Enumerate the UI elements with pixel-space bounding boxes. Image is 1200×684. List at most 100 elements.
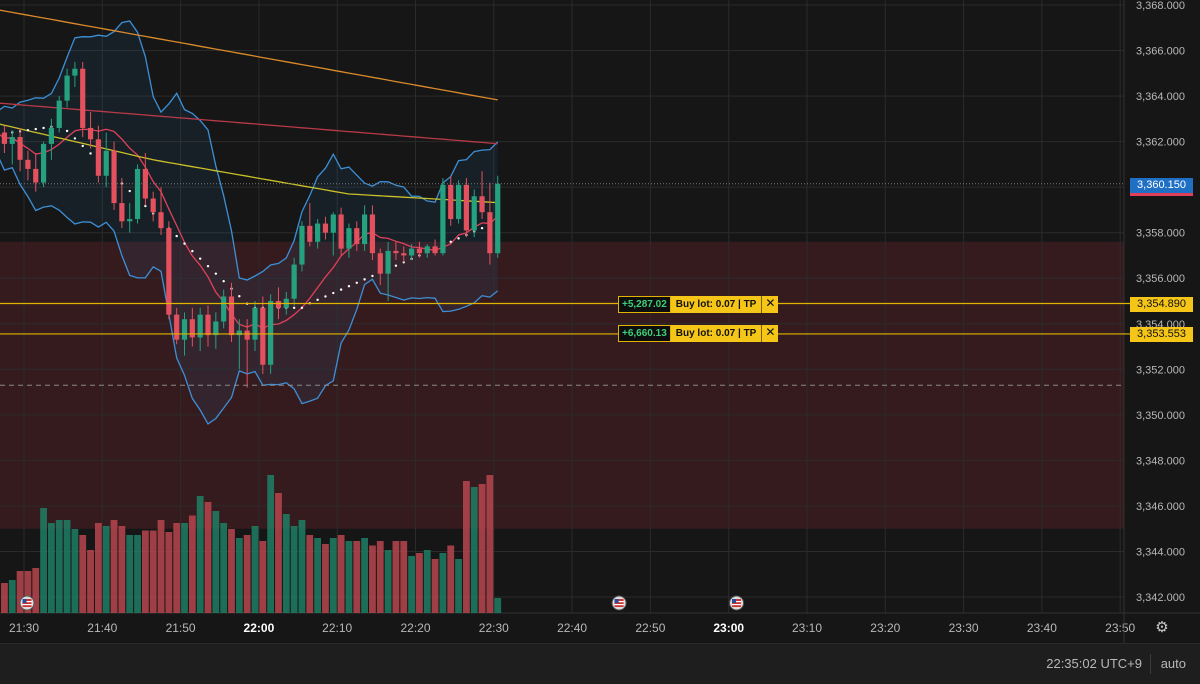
x-tick-label: 22:00: [244, 621, 275, 635]
candle-body: [440, 184, 446, 254]
order-tag-2[interactable]: +6,660.13 Buy lot: 0.07 | TP ✕: [618, 325, 779, 342]
candle-body: [252, 307, 258, 340]
candle-body: [307, 225, 313, 242]
order-tag-1[interactable]: +5,287.02 Buy lot: 0.07 | TP ✕: [618, 296, 779, 313]
candle-body: [354, 228, 360, 245]
y-tick-label: 3,362.000: [1136, 137, 1185, 149]
candle-body: [127, 219, 133, 222]
sar-dot: [238, 295, 241, 298]
y-tick-label: 3,364.000: [1136, 91, 1185, 103]
candle-body: [369, 214, 376, 254]
x-tick-label: 23:20: [870, 621, 900, 635]
candle-body: [362, 214, 368, 245]
volume-bar: [486, 475, 494, 613]
candle-body: [80, 68, 86, 128]
x-tick-label: 23:30: [949, 621, 979, 635]
sar-dot: [26, 129, 30, 132]
sar-dot: [222, 279, 225, 283]
volume-bar: [118, 526, 126, 613]
candle-body: [189, 319, 195, 338]
candle-body: [119, 203, 125, 222]
y-tick-label: 3,356.000: [1136, 273, 1185, 285]
candle-body: [268, 301, 274, 365]
volume-bar: [16, 571, 24, 613]
price-chart[interactable]: 3,342.000 3,344.000 3,346.000 3,348.000 3,35…: [0, 0, 1200, 643]
x-tick-label: 22:40: [557, 621, 587, 635]
volume-bar: [251, 526, 259, 613]
volume-bar: [345, 541, 353, 613]
y-tick-label: 3,366.000: [1136, 46, 1185, 58]
sar-dot: [65, 129, 69, 133]
ma-red: [0, 102, 498, 145]
volume-bar: [408, 556, 415, 613]
bollinger-fill: [0, 21, 498, 424]
close-icon[interactable]: ✕: [761, 296, 779, 313]
candle-body: [338, 214, 344, 249]
volume-bar: [235, 538, 243, 613]
volume-bar: [1, 583, 8, 613]
sar-dot: [347, 285, 351, 288]
y-tick-label: 3,346.000: [1136, 501, 1185, 513]
volume-bar: [298, 520, 306, 613]
volume-bar: [134, 535, 141, 613]
volume-bar: [94, 523, 102, 613]
sar-dot: [81, 144, 84, 148]
candle-body: [103, 150, 109, 176]
candle-body: [244, 330, 250, 340]
y-tick-label: 3,352.000: [1136, 364, 1185, 376]
volume-bar: [314, 538, 322, 613]
candle-body: [64, 75, 70, 101]
gear-icon[interactable]: ⚙: [1155, 619, 1169, 636]
us-flag-icon: [19, 595, 35, 611]
sar-dot: [214, 272, 218, 275]
us-flag-icon: [611, 595, 627, 611]
volume-bar: [353, 541, 361, 613]
volume-bar: [470, 487, 478, 613]
auto-scale-button[interactable]: auto: [1160, 656, 1186, 671]
x-tick-label: 21:50: [166, 621, 196, 635]
x-tick-label: 23:10: [792, 621, 822, 635]
sar-dot: [89, 152, 92, 155]
sar-dot: [300, 306, 304, 310]
order-price-label-1: 3,354.890: [1130, 297, 1193, 312]
current-price-label: 3,360.150: [1130, 178, 1193, 196]
sar-dot: [73, 137, 77, 140]
order-label[interactable]: Buy lot: 0.07 | TP: [670, 325, 762, 342]
candle-body: [197, 314, 203, 338]
candle-body: [213, 321, 219, 336]
volume-bar: [275, 493, 282, 613]
candle-body: [181, 319, 188, 340]
x-tick-label: 22:20: [400, 621, 430, 635]
volume-bar: [8, 580, 16, 613]
volume-bar: [423, 550, 431, 613]
sar-dot: [34, 127, 37, 131]
y-tick-label: 3,348.000: [1136, 455, 1185, 467]
y-tick-label: 3,344.000: [1136, 546, 1185, 558]
x-tick-label: 21:30: [9, 621, 39, 635]
volume-bar: [32, 568, 40, 613]
volume-bar: [494, 598, 502, 613]
sar-dot: [324, 295, 327, 298]
candle-body: [346, 228, 352, 249]
candle-body: [134, 168, 141, 220]
volume-bar: [243, 535, 251, 613]
sar-dot: [144, 204, 147, 208]
volume-bar: [322, 544, 329, 613]
x-tick-label: 23:40: [1027, 621, 1057, 635]
volume-bar: [431, 559, 439, 613]
volume-bar: [71, 529, 79, 613]
close-icon[interactable]: ✕: [761, 325, 779, 342]
volume-bar: [63, 520, 71, 613]
sar-dot: [175, 234, 178, 238]
volume-bar: [102, 526, 110, 613]
y-tick-label: 3,368.000: [1136, 0, 1185, 12]
candle-body: [424, 246, 430, 254]
candle-body: [393, 250, 399, 254]
candle-body: [95, 139, 101, 176]
ma-yellow: [0, 123, 498, 204]
candle-body: [142, 168, 148, 199]
volume-bar: [306, 535, 314, 613]
candle-body: [228, 296, 235, 336]
candle-body: [330, 214, 336, 233]
order-label[interactable]: Buy lot: 0.07 | TP: [670, 296, 762, 313]
